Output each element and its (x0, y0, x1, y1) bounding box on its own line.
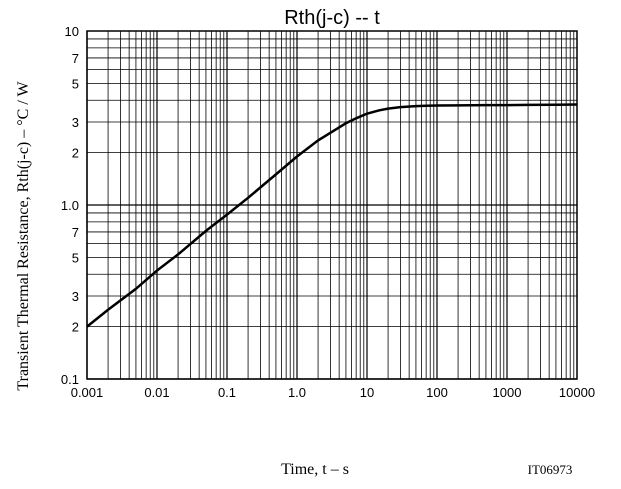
plot-frame (86, 30, 578, 380)
x-tick-label: 0.1 (218, 385, 236, 400)
y-tick-label: 5 (72, 250, 79, 265)
y-tick-label: 2 (72, 320, 79, 335)
series-line (86, 103, 578, 328)
y-tick-label: 3 (72, 289, 79, 304)
x-tick-label: 1000 (493, 385, 522, 400)
y-tick-label: 3 (72, 115, 79, 130)
x-tick-label: 0.01 (144, 385, 169, 400)
y-tick-label: 2 (72, 146, 79, 161)
x-tick-label: 100 (426, 385, 448, 400)
figure-code: IT06973 (528, 462, 573, 477)
y-tick-label: 7 (72, 51, 79, 66)
chart-title: Rth(j-c) -- t (284, 7, 380, 29)
x-tick-label: 0.001 (71, 385, 104, 400)
x-tick-label: 10 (360, 385, 374, 400)
y-tick-label: 0.1 (61, 372, 79, 387)
x-tick-label: 1.0 (288, 385, 306, 400)
y-axis-label: Transient Thermal Resistance, Rth(j-c) –… (15, 81, 32, 391)
y-tick-label: 7 (72, 225, 79, 240)
y-tick-label: 5 (72, 76, 79, 91)
x-tick-label: 10000 (559, 385, 595, 400)
y-axis-ticks: 0.1 2 3 5 7 1.0 2 3 5 7 10 (61, 24, 79, 387)
y-tick-label: 1.0 (61, 198, 79, 213)
x-axis-ticks: 0.001 0.01 0.1 1.0 10 100 1000 10000 (71, 385, 595, 400)
grid (86, 31, 577, 380)
y-tick-label: 10 (65, 24, 79, 39)
x-axis-label: Time, t – s (281, 461, 349, 478)
